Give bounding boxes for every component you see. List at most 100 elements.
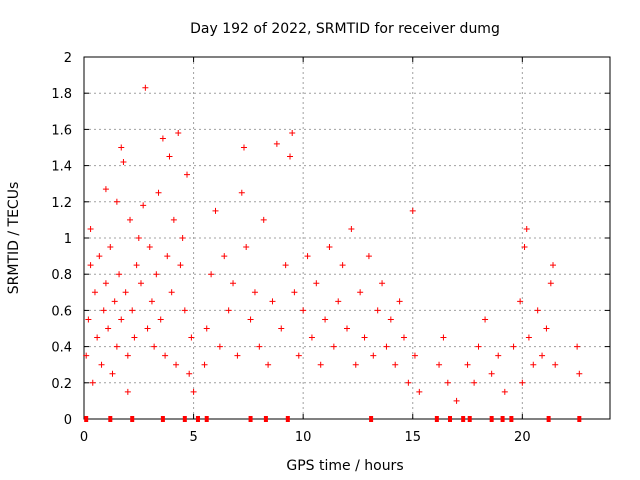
data-point [317,361,324,368]
data-point [510,343,517,350]
data-point [348,225,355,232]
data-point [539,352,546,359]
data-point [89,379,96,386]
data-point [291,289,298,296]
data-point [124,388,131,395]
data-point [409,207,416,214]
data-point [374,307,381,314]
data-point [550,262,557,269]
data-point [523,225,530,232]
data-point [109,370,116,377]
data-point [379,280,386,287]
y-tick-label: 2 [64,51,72,66]
data-point [530,361,537,368]
data-point [94,334,101,341]
data-point [289,130,296,137]
data-point [153,271,160,278]
data-point [164,253,171,260]
data-point [234,352,241,359]
data-point [574,343,581,350]
data-point [133,262,140,269]
data-point [184,171,191,178]
data-point [170,216,177,223]
data-point [116,271,123,278]
data-point [157,316,164,323]
y-tick-label: 0 [64,413,72,428]
data-point [216,343,223,350]
data-point [405,379,412,386]
data-point [552,361,559,368]
grid [84,57,610,419]
data-point [113,198,120,205]
y-tick-label: 1.6 [51,123,72,138]
data-point [387,316,394,323]
data-point [173,361,180,368]
data-point [440,334,447,341]
zero-point [509,416,514,422]
data-point [98,361,105,368]
data-point [370,352,377,359]
data-point [247,316,254,323]
data-point [111,298,118,305]
x-tick-label: 5 [189,430,197,445]
data-point [335,298,342,305]
zero-point [285,416,290,422]
data-point [175,130,182,137]
data-point [144,325,151,332]
zero-point [160,416,165,422]
data-point [203,325,210,332]
data-point [243,244,250,251]
zero-point [577,416,582,422]
data-point [127,216,134,223]
data-point [177,262,184,269]
data-point [339,262,346,269]
data-point [525,334,532,341]
data-point [166,153,173,160]
data-point [102,280,109,287]
data-point [201,361,208,368]
ticks [83,56,610,420]
zero-point [108,416,113,422]
data-point [344,325,350,332]
data-point [91,289,98,296]
data-point [304,253,311,260]
data-point [221,253,228,260]
data-points [83,84,583,422]
data-point [118,144,125,151]
zero-point [195,416,200,422]
zero-point [467,416,472,422]
data-point [396,298,403,305]
x-tick-label: 20 [514,430,531,445]
data-point [295,352,302,359]
data-point [225,307,232,314]
data-point [120,158,127,165]
data-point [517,298,524,305]
data-point [188,334,195,341]
data-point [278,325,285,332]
data-point [208,271,215,278]
y-tick-label: 0.8 [51,268,72,283]
data-point [155,189,162,196]
data-point [326,244,333,251]
data-point [330,343,337,350]
data-point [260,216,267,223]
data-point [416,388,423,395]
data-point [107,244,114,251]
data-point [282,262,289,269]
data-point [113,343,120,350]
data-point [361,334,368,341]
data-point [151,343,158,350]
data-point [576,370,583,377]
data-point [543,325,550,332]
data-point [129,307,136,314]
data-point [265,361,272,368]
data-point [534,307,541,314]
zero-point [461,416,466,422]
data-point [179,235,186,241]
data-point [87,225,94,232]
zero-point [204,416,209,422]
chart-title: Day 192 of 2022, SRMTID for receiver dum… [190,21,500,37]
x-tick-label: 0 [80,430,88,445]
data-point [488,370,495,377]
